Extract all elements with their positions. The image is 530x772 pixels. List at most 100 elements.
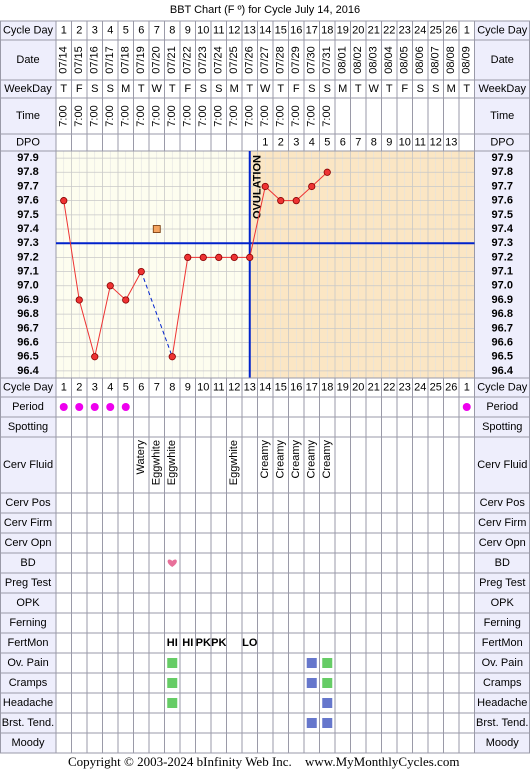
day-cell: [195, 436, 212, 494]
vertical-cell-text: 07/21: [166, 46, 178, 74]
day-cell: [102, 492, 119, 514]
day-cell: [396, 416, 413, 438]
day-cell: [396, 97, 413, 135]
cell-text: 18: [321, 24, 333, 36]
row-label: Cramps: [9, 677, 48, 689]
day-cell: [381, 612, 398, 634]
day-cell: [412, 672, 429, 694]
vertical-cell-text: 7:00: [228, 105, 240, 126]
vertical-cell-text: 7:00: [213, 105, 225, 126]
day-cell: [55, 592, 72, 614]
day-cell: [226, 396, 243, 418]
cell-text: S: [200, 83, 207, 95]
day-cell: [334, 732, 351, 754]
day-cell: [179, 416, 196, 438]
vertical-cell-text: 7:00: [290, 105, 302, 126]
day-cell: [210, 492, 227, 514]
day-cell: [117, 133, 134, 152]
day-cell: [133, 712, 150, 734]
day-cell: [133, 552, 150, 574]
day-cell: [257, 592, 274, 614]
row-label: BD: [20, 557, 35, 569]
gap-connector: [140, 271, 173, 357]
day-cell: [365, 396, 382, 418]
cell-text: 16: [290, 381, 302, 393]
y-tick-label: 96.6: [17, 336, 38, 348]
day-cell: [427, 652, 444, 674]
day-cell: [257, 672, 274, 694]
cell-text: 2: [76, 24, 82, 36]
day-cell: [396, 396, 413, 418]
day-cell: [241, 652, 258, 674]
day-cell: [241, 592, 258, 614]
day-cell: [427, 592, 444, 614]
cell-text: W: [260, 83, 271, 95]
day-cell: [412, 732, 429, 754]
day-cell: [195, 416, 212, 438]
day-cell: [148, 652, 165, 674]
vertical-cell-text: 08/04: [383, 46, 395, 74]
label-cell: [0, 97, 57, 135]
day-cell: [458, 612, 475, 634]
day-cell: [164, 592, 181, 614]
day-cell: [257, 492, 274, 514]
day-cell: [427, 436, 444, 494]
day-cell: [210, 396, 227, 418]
day-cell: [381, 492, 398, 514]
day-cell: [303, 692, 320, 714]
day-cell: [226, 672, 243, 694]
day-cell: [303, 512, 320, 534]
day-cell: [381, 632, 398, 654]
day-cell: [458, 552, 475, 574]
cell-text: T: [386, 83, 393, 95]
day-cell: [179, 512, 196, 534]
period-dot: [121, 403, 130, 411]
day-cell: [381, 512, 398, 534]
row-label: Cerv Fluid: [3, 459, 53, 471]
day-cell: [71, 532, 88, 554]
day-cell: [443, 416, 460, 438]
row-label: Cerv Pos: [480, 497, 526, 509]
day-cell: [241, 416, 258, 438]
day-cell: [334, 436, 351, 494]
day-cell: [55, 672, 72, 694]
ovulation-label: OVULATION: [252, 155, 264, 219]
day-cell: [365, 436, 382, 494]
y-tick-label: 96.7: [17, 322, 38, 334]
day-cell: [195, 612, 212, 634]
day-cell: [303, 552, 320, 574]
y-tick-label: 96.8: [17, 308, 38, 320]
day-cell: [148, 396, 165, 418]
day-cell: [241, 732, 258, 754]
day-cell: [133, 612, 150, 634]
day-cell: [55, 612, 72, 634]
day-cell: [210, 692, 227, 714]
vertical-cell-text: 7:00: [259, 105, 271, 126]
day-cell: [412, 552, 429, 574]
cell-text: 23: [399, 24, 411, 36]
cell-text: HI: [167, 637, 178, 649]
temperature-point: [277, 197, 285, 205]
day-cell: [288, 552, 305, 574]
day-cell: [303, 492, 320, 514]
vertical-cell-text: 7:00: [104, 105, 116, 126]
day-cell: [71, 572, 88, 594]
cell-text: 9: [185, 381, 191, 393]
temperature-point: [122, 296, 130, 304]
y-tick-label: 96.8: [492, 308, 513, 320]
day-cell: [55, 652, 72, 674]
day-cell: [288, 692, 305, 714]
day-cell: [133, 732, 150, 754]
day-cell: [195, 133, 212, 152]
cell-text: F: [401, 83, 408, 95]
day-cell: [117, 732, 134, 754]
day-cell: [381, 416, 398, 438]
chart-title: BBT Chart (F º) for Cycle July 14, 2016: [170, 4, 360, 16]
vertical-cell-text: Watery: [135, 440, 147, 475]
cell-text: M: [338, 83, 347, 95]
day-cell: [412, 572, 429, 594]
day-cell: [458, 416, 475, 438]
day-cell: [427, 512, 444, 534]
y-tick-label: 97.3: [17, 237, 38, 249]
y-tick-label: 97.7: [492, 180, 513, 192]
